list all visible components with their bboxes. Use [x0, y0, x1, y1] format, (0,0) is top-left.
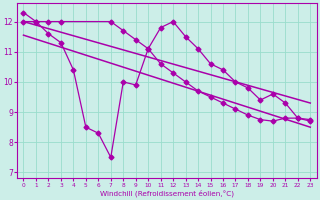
- X-axis label: Windchill (Refroidissement éolien,°C): Windchill (Refroidissement éolien,°C): [100, 189, 234, 197]
